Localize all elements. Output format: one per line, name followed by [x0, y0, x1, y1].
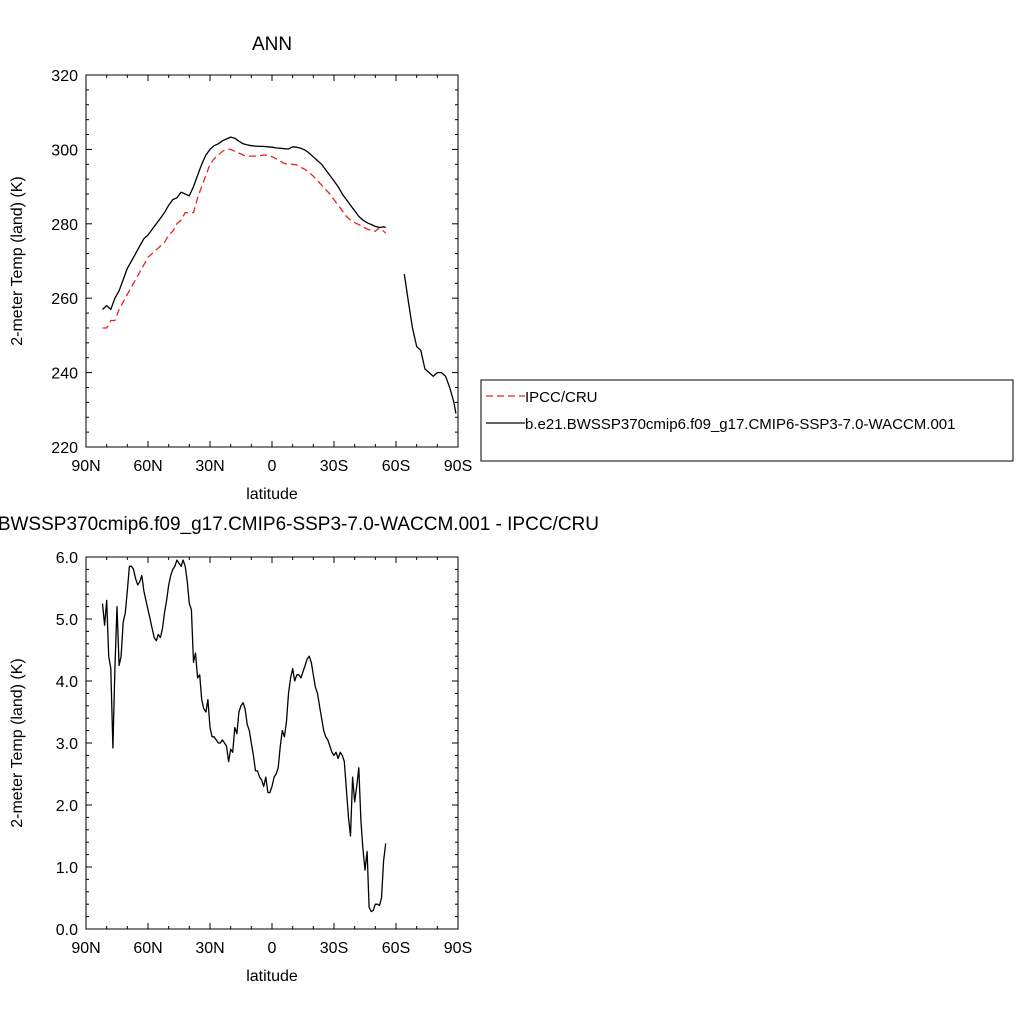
series-line-0 [101, 559, 387, 913]
x-tick-label: 30S [320, 940, 348, 957]
y-tick-label: 1.0 [56, 860, 78, 877]
y-axis-label: 2-meter Temp (land) (K) [9, 176, 26, 346]
y-tick-label: 240 [51, 366, 78, 383]
x-tick-label: 90N [71, 458, 100, 475]
x-tick-label: 30N [195, 940, 224, 957]
y-tick-label: 3.0 [56, 736, 78, 753]
x-tick-label: 90S [444, 940, 472, 957]
legend-entry-0: IPCC/CRU [525, 389, 598, 406]
y-tick-label: 0.0 [56, 922, 78, 939]
y-axis-label: 2-meter Temp (land) (K) [9, 658, 26, 828]
x-axis-label: latitude [246, 486, 298, 503]
y-tick-label: 6.0 [56, 550, 78, 567]
legend-entry-1: b.e21.BWSSP370cmip6.f09_g17.CMIP6-SSP3-7… [525, 416, 955, 433]
x-tick-label: 0 [268, 458, 277, 475]
bottom-panel: b.e21.BWSSP370cmip6.f09_g17.CMIP6-SSP3-7… [0, 514, 599, 985]
y-tick-label: 320 [51, 68, 78, 85]
x-tick-label: 60S [382, 458, 410, 475]
series-line-1 [102, 136, 457, 414]
top-panel: ANN 90N 60N 30N 0 30S 60S 90S 220 240 260 280 300 320… [9, 34, 472, 503]
plot-frame [85, 74, 459, 448]
legend-box [480, 379, 1014, 462]
y-tick-label: 4.0 [56, 674, 78, 691]
plot-frame [85, 556, 459, 930]
x-tick-label: 60N [133, 940, 162, 957]
y-tick-label: 260 [51, 291, 78, 308]
series-line-0 [102, 148, 387, 329]
x-tick-label: 0 [268, 940, 277, 957]
y-tick-label: 280 [51, 217, 78, 234]
x-tick-label: 90N [71, 940, 100, 957]
x-tick-label: 30N [195, 458, 224, 475]
legend: IPCC/CRU b.e21.BWSSP370cmip6.f09_g17.CMIP… [480, 379, 1014, 462]
y-tick-label: 5.0 [56, 612, 78, 629]
y-tick-label: 300 [51, 142, 78, 159]
chart-title: b.e21.BWSSP370cmip6.f09_g17.CMIP6-SSP3-7… [0, 514, 599, 535]
y-tick-label: 220 [51, 440, 78, 457]
x-tick-label: 60N [133, 458, 162, 475]
chart-title: ANN [252, 34, 292, 55]
y-tick-label: 2.0 [56, 798, 78, 815]
x-axis-label: latitude [246, 968, 298, 985]
x-tick-label: 90S [444, 458, 472, 475]
x-tick-label: 30S [320, 458, 348, 475]
x-tick-label: 60S [382, 940, 410, 957]
